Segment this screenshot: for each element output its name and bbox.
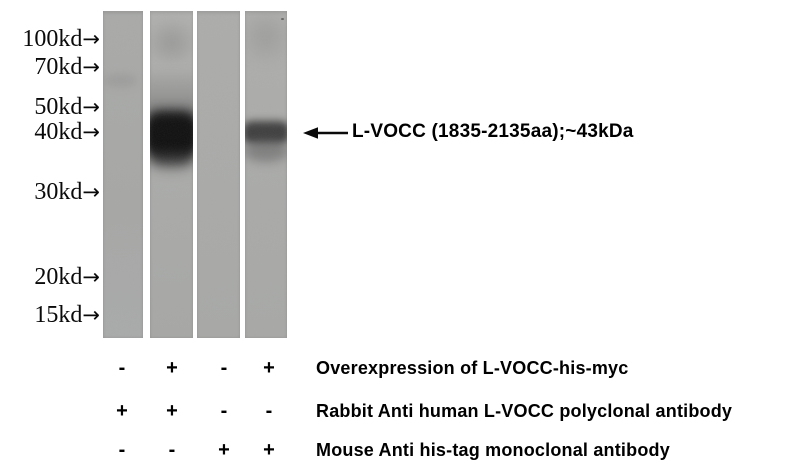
mw-marker-50kd: 50kd→ <box>0 95 100 119</box>
faint-top-smudge <box>150 17 193 63</box>
assay-sign: + <box>166 357 178 379</box>
assay-sign: - <box>265 400 273 422</box>
right-arrow-icon: → <box>82 27 100 51</box>
moderate-band <box>245 121 287 144</box>
mw-marker-label: 30kd <box>34 179 83 205</box>
mw-marker-40kd: 40kd→ <box>0 120 100 144</box>
right-arrow-icon: → <box>82 120 100 144</box>
noise-texture <box>197 11 240 338</box>
assay-sign: - <box>118 439 126 461</box>
assay-sign: + <box>116 400 128 422</box>
right-arrow-icon: → <box>82 265 100 289</box>
assay-sign: - <box>118 357 126 379</box>
assay-sign: + <box>263 439 275 461</box>
band-annotation-label: L-VOCC (1835-2135aa);~43kDa <box>352 121 634 142</box>
blot-lane-4 <box>245 11 287 338</box>
faint-smear <box>104 74 137 87</box>
assay-sign: + <box>218 439 230 461</box>
band-lower-tail <box>150 153 193 169</box>
right-arrow-icon: → <box>82 303 100 327</box>
right-arrow-icon: → <box>82 95 100 119</box>
band-lower-shadow <box>245 140 287 162</box>
right-arrow-icon: → <box>82 180 100 204</box>
mw-marker-100kd: 100kd→ <box>0 27 100 51</box>
noise-texture <box>245 11 287 338</box>
blot-lane-3 <box>197 11 240 338</box>
right-arrow-icon: → <box>82 55 100 79</box>
mw-marker-20kd: 20kd→ <box>0 265 100 289</box>
blot-lane-2 <box>150 11 193 338</box>
assay-sign: - <box>220 400 228 422</box>
mw-marker-label: 50kd <box>34 94 83 120</box>
mw-marker-label: 70kd <box>34 54 83 80</box>
assay-row-label-mouse-antibody: Mouse Anti his-tag monoclonal antibody <box>316 440 670 460</box>
mw-marker-label: 40kd <box>34 119 83 145</box>
mw-marker-30kd: 30kd→ <box>0 180 100 204</box>
faint-top-smudge <box>245 13 287 65</box>
noise-texture <box>150 11 193 338</box>
mw-marker-label: 15kd <box>34 302 83 328</box>
assay-row-label-overexpression: Overexpression of L-VOCC-his-myc <box>316 358 629 378</box>
blot-lane-1 <box>103 11 143 338</box>
assay-sign: + <box>263 357 275 379</box>
assay-sign: + <box>166 400 178 422</box>
assay-sign: - <box>220 357 228 379</box>
mw-marker-15kd: 15kd→ <box>0 303 100 327</box>
mw-marker-label: 20kd <box>34 264 83 290</box>
assay-sign: - <box>168 439 176 461</box>
noise-texture <box>103 11 143 338</box>
mw-marker-label: 100kd <box>22 26 83 52</box>
strong-band-core <box>150 117 193 151</box>
assay-row-label-rabbit-antibody: Rabbit Anti human L-VOCC polyclonal anti… <box>316 401 733 421</box>
dust-speck <box>281 18 284 20</box>
mw-marker-70kd: 70kd→ <box>0 55 100 79</box>
left-arrow-icon <box>303 127 348 139</box>
